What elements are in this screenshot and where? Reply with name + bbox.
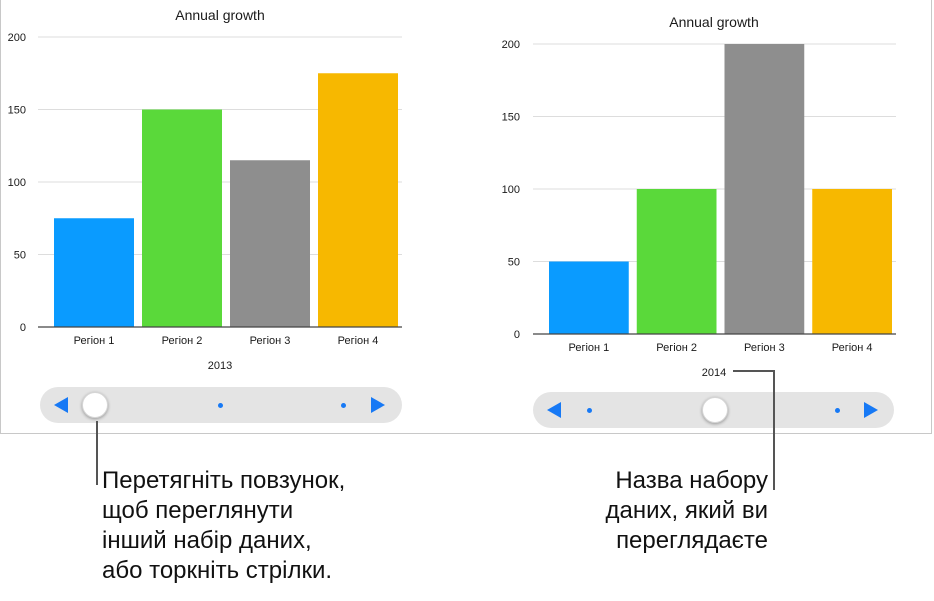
dataset-callout-line-3: переглядаєте — [616, 527, 768, 554]
y-tick-label: 50 — [508, 257, 520, 269]
dataset-label: 2013 — [208, 360, 232, 372]
dataset-slider-2014[interactable] — [533, 392, 894, 428]
category-label: Регіон 2 — [162, 335, 203, 347]
slider-thumb[interactable] — [702, 397, 728, 423]
slider-callout-text: Перетягніть повзунок, щоб переглянути ін… — [102, 466, 345, 586]
slider-thumb[interactable] — [82, 392, 108, 418]
slider-callout-line-2: щоб переглянути — [102, 497, 294, 524]
category-label: Регіон 1 — [568, 342, 609, 354]
dataset-callout-line-1: Назва набору — [615, 467, 768, 494]
dataset-label: 2014 — [702, 367, 726, 379]
category-label: Регіон 1 — [74, 335, 115, 347]
bar-4 — [318, 73, 398, 327]
bar-2 — [636, 189, 717, 334]
slider-callout-line — [96, 421, 98, 485]
slider-callout-line-3: інший набір даних, — [102, 527, 312, 554]
dataset-dot[interactable] — [341, 403, 346, 408]
dataset-dot[interactable] — [835, 408, 840, 413]
bar-1 — [54, 218, 134, 327]
previous-arrow-icon[interactable] — [547, 402, 561, 418]
category-label: Регіон 4 — [338, 335, 379, 347]
dataset-callout-line-2: даних, який ви — [605, 497, 768, 524]
y-tick-label: 100 — [502, 184, 520, 196]
dataset-dot[interactable] — [218, 403, 223, 408]
bar-1 — [549, 261, 629, 334]
y-tick-label: 200 — [502, 39, 520, 51]
slider-callout-line-1: Перетягніть повзунок, — [102, 467, 346, 494]
y-tick-label: 0 — [514, 329, 520, 341]
category-label: Регіон 3 — [250, 335, 291, 347]
dataset-callout-line-h — [733, 370, 774, 372]
y-tick-label: 50 — [14, 250, 26, 262]
bar-4 — [812, 189, 892, 334]
y-tick-label: 150 — [502, 112, 520, 124]
dataset-dot[interactable] — [587, 408, 592, 413]
chart-title: Annual growth — [669, 14, 759, 30]
category-label: Регіон 4 — [832, 342, 873, 354]
dataset-callout-text: Назва набору даних, який ви переглядаєте — [606, 466, 768, 556]
bar-2 — [142, 109, 222, 327]
y-tick-label: 0 — [20, 322, 26, 334]
y-tick-label: 150 — [8, 105, 26, 117]
previous-arrow-icon[interactable] — [54, 397, 68, 413]
dataset-callout-line-v — [773, 370, 775, 490]
dataset-slider-2013[interactable] — [40, 387, 402, 423]
category-label: Регіон 2 — [656, 342, 697, 354]
next-arrow-icon[interactable] — [371, 397, 385, 413]
bar-3 — [230, 160, 310, 327]
bar-3 — [724, 44, 805, 334]
y-tick-label: 100 — [8, 177, 26, 189]
slider-callout-line-4: або торкніть стрілки. — [102, 557, 333, 584]
chart-title: Annual growth — [175, 7, 265, 23]
y-tick-label: 200 — [8, 32, 26, 44]
category-label: Регіон 3 — [744, 342, 785, 354]
next-arrow-icon[interactable] — [864, 402, 878, 418]
